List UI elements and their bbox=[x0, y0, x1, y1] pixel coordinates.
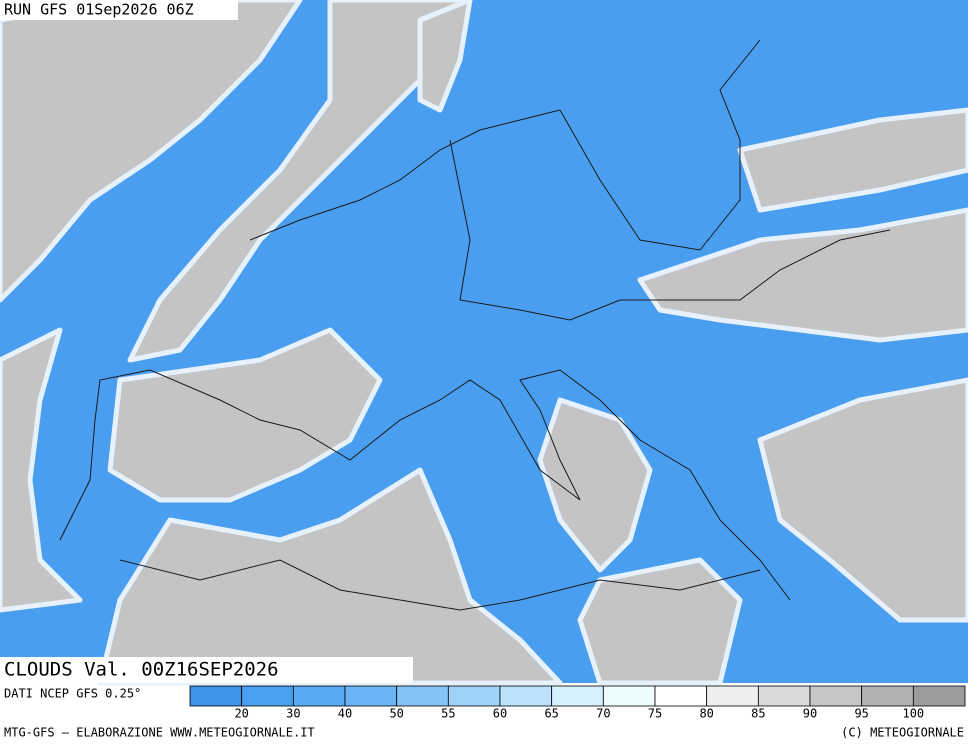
legend-label: 100 bbox=[902, 707, 924, 721]
footer-right: (C) METEOGIORNALE bbox=[841, 726, 964, 740]
footer-left: MTG-GFS — ELABORAZIONE WWW.METEOGIORNALE… bbox=[4, 726, 315, 740]
coastline bbox=[119, 559, 761, 611]
legend-label: 50 bbox=[389, 707, 403, 721]
legend-swatch bbox=[602, 685, 656, 707]
cloud-area bbox=[757, 377, 968, 623]
legend-swatch bbox=[706, 685, 759, 707]
coastline bbox=[249, 109, 561, 241]
legend-label: 65 bbox=[544, 707, 558, 721]
cloud-area bbox=[537, 397, 653, 573]
product-label-box bbox=[0, 657, 413, 683]
legend-label: 70 bbox=[596, 707, 610, 721]
legend-label: 90 bbox=[803, 707, 817, 721]
legend-swatch bbox=[396, 685, 449, 707]
legend-swatch bbox=[861, 685, 914, 707]
cloud-area bbox=[107, 327, 383, 503]
legend-swatch bbox=[654, 685, 708, 707]
legend-swatch bbox=[344, 685, 398, 707]
legend-swatch bbox=[189, 685, 243, 707]
legend-swatch bbox=[912, 685, 966, 707]
map bbox=[0, 0, 968, 686]
legend-swatch bbox=[551, 685, 604, 707]
legend-swatch bbox=[499, 685, 553, 707]
legend-label: 30 bbox=[286, 707, 300, 721]
legend-label: 20 bbox=[234, 707, 248, 721]
legend-label: 60 bbox=[493, 707, 507, 721]
source-label: DATI NCEP GFS 0.25° bbox=[4, 687, 141, 701]
border bbox=[449, 139, 891, 321]
legend-swatch bbox=[757, 685, 811, 707]
run-label: RUN GFS 01Sep2026 06Z bbox=[4, 1, 194, 19]
cloud-area bbox=[577, 557, 743, 686]
legend-swatch bbox=[292, 685, 346, 707]
cloud-area bbox=[0, 327, 83, 613]
legend-label: 95 bbox=[854, 707, 868, 721]
legend-label: 75 bbox=[648, 707, 662, 721]
legend-swatch bbox=[241, 685, 294, 707]
legend-swatch bbox=[447, 685, 501, 707]
product-label: CLOUDS Val. 00Z16SEP2026 bbox=[4, 659, 279, 681]
legend-label: 85 bbox=[751, 707, 765, 721]
border bbox=[559, 39, 761, 251]
cloud-area bbox=[637, 207, 968, 343]
color-legend: 20 30 40 50 55 60 65 70 75 80 85 90 95 100 bbox=[189, 685, 966, 721]
run-label-box bbox=[0, 0, 238, 20]
legend-label: 80 bbox=[699, 707, 713, 721]
cloud-area bbox=[97, 467, 563, 686]
legend-swatch bbox=[809, 685, 863, 707]
cloud-area bbox=[0, 0, 303, 303]
cloud-area bbox=[737, 107, 968, 213]
legend-label: 55 bbox=[441, 707, 455, 721]
cloud-area bbox=[417, 0, 473, 113]
legend-label: 40 bbox=[338, 707, 352, 721]
coastline bbox=[59, 369, 791, 601]
